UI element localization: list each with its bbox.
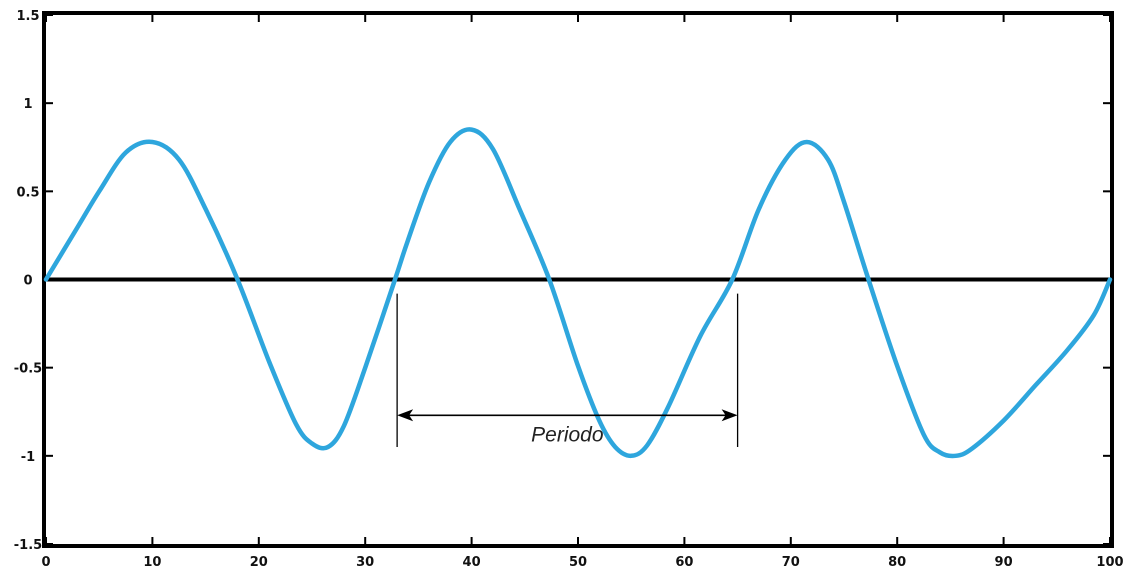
y-tick-label: 1.5 bbox=[16, 9, 39, 24]
ticks bbox=[45, 14, 1111, 545]
x-tick-label: 30 bbox=[356, 555, 374, 570]
period-arrow-left-head bbox=[397, 409, 414, 422]
y-tick-label: 0 bbox=[23, 274, 32, 289]
y-tick-label: 1 bbox=[23, 97, 32, 112]
sine-series-line bbox=[43, 127, 1113, 459]
period-label: Periodo bbox=[531, 423, 604, 446]
x-tick-label: 40 bbox=[463, 555, 481, 570]
y-tick-label: -1.5 bbox=[14, 538, 42, 553]
x-tick-label: 20 bbox=[250, 555, 268, 570]
x-tick-label: 70 bbox=[782, 555, 800, 570]
x-tick-label: 60 bbox=[675, 555, 693, 570]
y-tick-label: -1 bbox=[21, 450, 35, 465]
period-annotation: Periodo bbox=[396, 293, 739, 448]
x-tick-label: 50 bbox=[569, 555, 587, 570]
x-tick-label: 0 bbox=[41, 555, 50, 570]
x-tick-label: 80 bbox=[888, 555, 906, 570]
x-tick-labels: 0 10 20 30 40 50 60 70 80 90 100 bbox=[41, 555, 1123, 570]
y-tick-labels: 1.5 1 0.5 0 -0.5 -1 -1.5 bbox=[14, 9, 42, 553]
x-tick-label: 10 bbox=[143, 555, 161, 570]
y-tick-label: -0.5 bbox=[14, 362, 42, 377]
x-tick-label: 90 bbox=[995, 555, 1013, 570]
x-tick-label: 100 bbox=[1096, 555, 1123, 570]
y-tick-label: 0.5 bbox=[16, 185, 39, 200]
period-arrow-right-head bbox=[721, 409, 738, 422]
